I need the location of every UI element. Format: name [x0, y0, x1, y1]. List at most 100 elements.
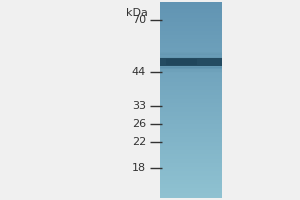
Bar [160, 37, 222, 38]
Bar [160, 101, 222, 102]
Bar [160, 100, 222, 101]
Bar [160, 158, 222, 159]
Bar [160, 151, 222, 152]
Bar [160, 105, 222, 106]
Bar [160, 54, 222, 55]
Bar [160, 43, 222, 44]
Bar [160, 133, 222, 134]
Bar [160, 175, 222, 176]
Bar [160, 170, 222, 171]
Bar [160, 173, 222, 174]
Bar [160, 47, 222, 48]
Bar [160, 190, 222, 191]
Bar [160, 106, 222, 107]
Bar [160, 88, 222, 89]
Bar [160, 113, 222, 114]
Bar [160, 38, 222, 39]
Bar [160, 103, 222, 104]
Bar [160, 63, 222, 64]
Bar [160, 27, 222, 28]
Bar [160, 5, 222, 6]
Text: 33: 33 [132, 101, 146, 111]
Bar [160, 82, 222, 83]
Bar [160, 70, 222, 71]
Bar [160, 7, 222, 8]
Bar [160, 124, 222, 125]
Bar [160, 75, 222, 76]
Text: kDa: kDa [126, 8, 148, 18]
Bar [160, 94, 222, 95]
Bar [160, 92, 222, 93]
Bar [160, 135, 222, 136]
Bar [160, 130, 222, 131]
Bar [160, 65, 222, 66]
Bar [160, 81, 222, 82]
Bar [160, 16, 222, 17]
Bar [160, 2, 222, 3]
Bar [160, 118, 222, 119]
Bar [160, 185, 222, 186]
Bar [160, 156, 222, 157]
Text: 70: 70 [132, 15, 146, 25]
Bar [160, 34, 222, 35]
Bar [160, 53, 222, 55]
Bar [160, 116, 222, 117]
Bar [160, 76, 222, 77]
Bar [160, 192, 222, 193]
Bar [160, 174, 222, 175]
Bar [160, 145, 222, 146]
Bar [160, 165, 222, 166]
Bar [160, 67, 222, 68]
Bar [160, 36, 222, 37]
Bar [160, 160, 222, 161]
Bar [160, 25, 222, 26]
Bar [160, 104, 222, 105]
Bar [160, 183, 222, 184]
Bar [160, 197, 222, 198]
Bar [160, 149, 222, 150]
Bar [160, 108, 222, 109]
Bar [160, 44, 222, 45]
Bar [160, 33, 222, 34]
Bar [160, 6, 222, 7]
Bar [160, 159, 222, 160]
Bar [160, 123, 222, 124]
Bar [160, 28, 222, 29]
Bar [160, 154, 222, 155]
Bar [160, 49, 222, 50]
Bar [160, 109, 222, 110]
Bar [160, 68, 222, 70]
Bar [160, 21, 222, 22]
Bar [160, 62, 222, 63]
Bar [160, 56, 222, 57]
Bar [160, 45, 222, 46]
Bar [160, 71, 222, 72]
Bar [160, 58, 222, 66]
Bar [160, 22, 222, 23]
Bar [160, 137, 222, 138]
Bar [160, 4, 222, 5]
Bar [160, 115, 222, 116]
Bar [160, 119, 222, 120]
Bar [160, 46, 222, 47]
Bar [160, 39, 222, 40]
Bar [160, 140, 222, 141]
Bar [160, 107, 222, 108]
Text: 44: 44 [132, 67, 146, 77]
Bar [160, 102, 222, 103]
Bar [160, 155, 222, 156]
Bar [160, 17, 222, 18]
Bar [160, 52, 222, 53]
Bar [160, 150, 222, 151]
Bar [160, 126, 222, 127]
Bar [160, 24, 222, 25]
Bar [160, 138, 222, 139]
Bar [160, 73, 222, 74]
Bar [160, 50, 222, 51]
Bar [160, 152, 222, 153]
Bar [166, 59, 197, 65]
Bar [160, 70, 222, 71]
Bar [160, 194, 222, 195]
Bar [160, 90, 222, 91]
Bar [160, 188, 222, 189]
